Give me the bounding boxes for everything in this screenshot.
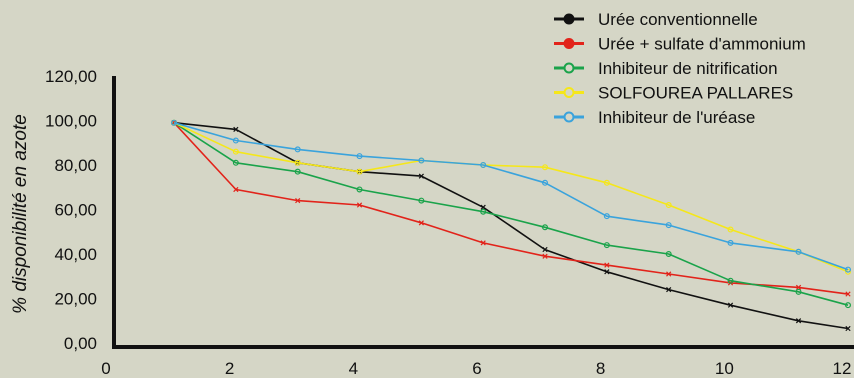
data-point xyxy=(356,202,363,208)
data-point xyxy=(795,288,802,295)
legend-swatch-marker xyxy=(563,62,575,74)
legend-label: Urée + sulfate d'ammonium xyxy=(598,35,806,54)
data-point xyxy=(232,159,239,166)
legend-item: Urée conventionnelle xyxy=(554,10,758,29)
y-tick-label: 120,00 xyxy=(45,67,97,86)
legend-swatch-marker xyxy=(563,13,575,25)
data-point xyxy=(727,226,734,233)
series-line xyxy=(173,121,849,273)
data-point xyxy=(480,204,486,210)
data-point xyxy=(356,186,363,193)
data-point xyxy=(480,162,487,169)
data-point xyxy=(233,186,239,193)
legend-label: Urée conventionnelle xyxy=(598,10,758,29)
y-axis-label: % disponibilité en azote xyxy=(10,114,31,314)
y-tick-label: 0,00 xyxy=(64,334,97,353)
legend-item: Urée + sulfate d'ammonium xyxy=(554,35,806,54)
data-point xyxy=(542,246,548,253)
x-tick-label: 2 xyxy=(225,359,234,378)
series-layer xyxy=(171,119,851,332)
data-point xyxy=(666,271,672,277)
series-line xyxy=(173,122,849,295)
data-point xyxy=(665,202,672,209)
data-point xyxy=(795,284,802,290)
series-0 xyxy=(171,120,851,332)
x-tick-label: 12 xyxy=(833,359,852,378)
data-point xyxy=(727,277,734,284)
data-point xyxy=(844,266,851,273)
legend-item: Inhibiteur de l'uréase xyxy=(554,108,755,127)
data-point xyxy=(604,262,610,268)
data-point xyxy=(845,291,851,297)
data-point xyxy=(294,146,301,153)
legend-swatch-marker xyxy=(563,111,575,123)
y-axis-label-group: % disponibilité en azote xyxy=(10,114,31,314)
y-tick-label: 40,00 xyxy=(54,245,97,264)
y-tick-label: 80,00 xyxy=(54,156,97,175)
ticks-layer: 0 2 4 6 8 10 120,0020,0040,0060,0080,00100,001… xyxy=(45,67,851,378)
data-point xyxy=(294,159,301,166)
data-point xyxy=(418,173,424,179)
axes-layer xyxy=(112,76,854,349)
x-tick-label: 8 xyxy=(596,359,605,378)
data-point xyxy=(232,137,239,144)
x-tick-label: 0 xyxy=(101,359,110,378)
data-point xyxy=(603,179,610,186)
data-point xyxy=(603,242,610,249)
data-point xyxy=(603,213,610,220)
data-point xyxy=(665,222,672,229)
y-tick-label: 60,00 xyxy=(54,201,97,220)
data-point xyxy=(727,239,734,246)
legend: Urée conventionnelle Urée + sulfate d'amm… xyxy=(554,10,806,127)
data-point xyxy=(604,269,610,275)
series-line xyxy=(173,122,849,306)
data-point xyxy=(295,197,301,204)
data-point xyxy=(542,253,548,259)
legend-swatch-marker xyxy=(563,38,575,49)
data-point xyxy=(542,164,549,171)
data-point xyxy=(542,179,549,186)
y-tick-label: 100,00 xyxy=(45,112,97,131)
legend-label: SOLFOUREA PALLARES xyxy=(598,84,793,103)
x-tick-label: 10 xyxy=(715,359,734,378)
data-point xyxy=(480,208,487,215)
data-point xyxy=(418,157,425,164)
data-point xyxy=(665,251,672,258)
data-point xyxy=(356,153,363,160)
series-4 xyxy=(171,119,851,273)
data-point xyxy=(233,126,239,133)
x-tick-label: 6 xyxy=(472,359,481,378)
data-point xyxy=(844,302,851,309)
data-point xyxy=(232,148,239,155)
y-tick-label: 20,00 xyxy=(54,290,97,309)
series-2 xyxy=(171,119,851,309)
legend-item: SOLFOUREA PALLARES xyxy=(554,84,793,103)
legend-label: Inhibiteur de l'uréase xyxy=(598,108,755,127)
data-point xyxy=(542,224,549,231)
data-point xyxy=(171,119,178,126)
legend-swatch-marker xyxy=(563,87,575,98)
series-1 xyxy=(171,120,851,297)
data-point xyxy=(795,248,802,255)
data-point xyxy=(480,240,486,246)
legend-item: Inhibiteur de nitrification xyxy=(554,59,778,78)
data-point xyxy=(727,302,734,308)
x-tick-label: 4 xyxy=(349,359,358,378)
data-point xyxy=(418,220,424,226)
legend-label: Inhibiteur de nitrification xyxy=(598,59,778,78)
series-line xyxy=(173,121,849,271)
data-point xyxy=(356,168,363,175)
data-point xyxy=(795,318,802,324)
data-point xyxy=(418,197,425,204)
series-3 xyxy=(171,119,851,275)
data-point xyxy=(294,168,301,175)
data-point xyxy=(845,325,851,332)
series-line xyxy=(173,121,849,330)
data-point xyxy=(666,286,672,293)
